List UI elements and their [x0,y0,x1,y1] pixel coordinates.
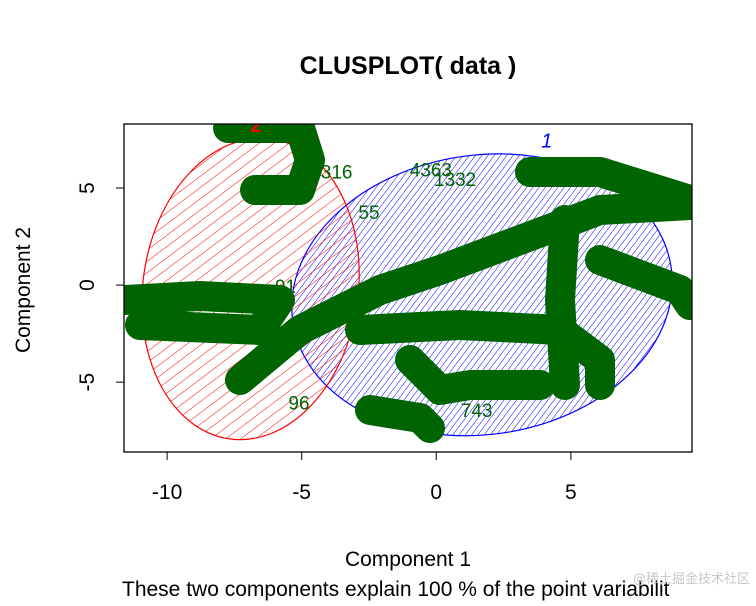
chart-title: CLUSPLOT( data ) [300,52,517,80]
x-tick-label: -10 [152,481,182,504]
point-label: 96 [288,393,309,414]
point-label: 91 [275,277,296,298]
x-axis-label: Component 1 [345,548,471,571]
point-label-cloud [515,157,692,215]
point-label-cloud [213,124,325,205]
y-tick-label: -5 [76,373,99,392]
point-label-cloud [355,395,445,443]
point-label: 316 [321,162,353,183]
cluster-label-1: 1 [541,130,552,152]
x-tick-label: 5 [565,481,577,504]
point-label: 1332 [434,170,476,191]
point-label-cloud [545,205,580,400]
point-label-cloud [395,345,555,405]
point-label: 4363 [410,160,452,181]
point-label-cloud [124,281,295,345]
plot-frame [123,123,693,453]
point-label: 55 [358,203,379,224]
y-tick-label: 5 [76,182,99,194]
cluster-label-2: 2 [250,115,261,137]
x-tick-label: -5 [292,481,311,504]
point-label-cloud [225,190,692,395]
watermark: @稀土掘金技术社区 [632,572,750,587]
y-axis-label: Component 2 [12,227,35,353]
point-label: 743 [461,401,493,422]
point-label-cloud [585,245,692,320]
x-tick-label: 0 [430,481,442,504]
y-tick-label: 0 [76,279,99,291]
chart-subtitle: These two components explain 100 % of th… [122,578,670,601]
point-label-cloud [345,310,615,400]
